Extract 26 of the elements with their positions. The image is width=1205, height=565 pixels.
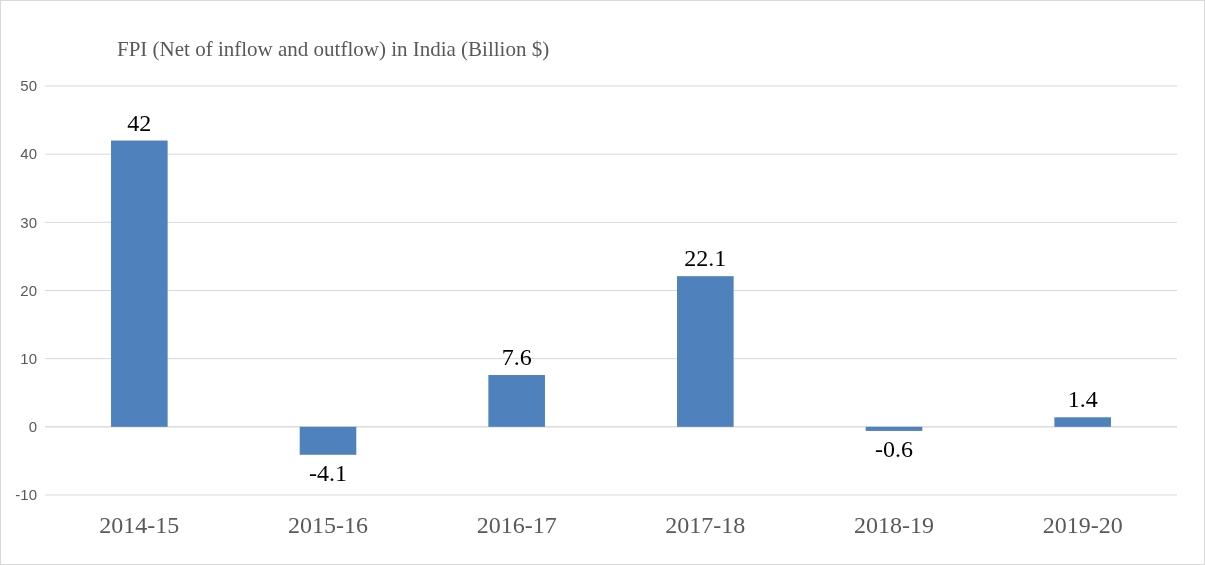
x-tick-label: 2017-18 <box>665 512 746 538</box>
x-tick-label: 2014-15 <box>99 512 180 538</box>
data-label: 1.4 <box>1067 386 1098 413</box>
y-tick-label: 50 <box>20 77 37 95</box>
x-tick-label: 2018-19 <box>854 512 934 538</box>
bar <box>111 140 168 427</box>
y-tick-label: 0 <box>28 418 37 436</box>
bar <box>865 426 923 431</box>
data-label: -0.6 <box>875 435 913 462</box>
bar <box>299 426 357 455</box>
data-label: 42 <box>127 109 152 136</box>
bar <box>677 276 734 427</box>
y-tick-label: -10 <box>15 486 37 504</box>
chart-title: FPI (Net of inflow and outflow) in India (Billion $) <box>117 37 550 61</box>
data-label: -4.1 <box>309 459 347 486</box>
bar <box>1054 417 1111 427</box>
x-tick-label: 2019-20 <box>1042 512 1123 538</box>
data-label: 7.6 <box>501 344 532 371</box>
x-tick-label: 2015-16 <box>288 512 368 538</box>
y-tick-label: 10 <box>20 349 37 367</box>
x-tick-label: 2016-17 <box>476 512 557 538</box>
y-tick-label: 40 <box>20 145 37 163</box>
bar <box>488 375 545 427</box>
data-label: 22.1 <box>684 245 727 272</box>
y-tick-label: 20 <box>20 281 37 299</box>
y-tick-label: 30 <box>20 213 37 231</box>
